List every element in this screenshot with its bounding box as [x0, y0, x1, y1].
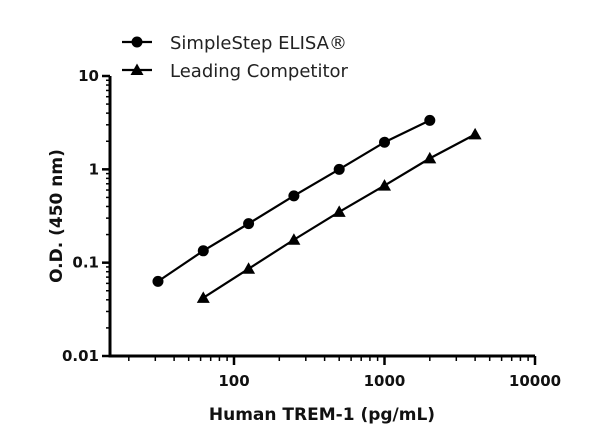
- x-axis-label: Human TREM-1 (pg/mL): [209, 405, 435, 425]
- data-point-circle: [424, 114, 436, 126]
- data-point-circle: [243, 218, 255, 230]
- legend-circle-icon: [131, 36, 143, 48]
- x-tick-label: 100: [218, 372, 249, 390]
- y-axis-label: O.D. (450 nm): [47, 149, 67, 283]
- y-tick-label: 10: [78, 67, 99, 85]
- x-tick-label: 1000: [364, 372, 406, 390]
- data-point-triangle: [377, 179, 391, 191]
- data-point-triangle: [423, 151, 437, 164]
- y-tick-label: 0.1: [72, 254, 99, 272]
- data-point-circle: [197, 245, 209, 257]
- data-point-triangle: [468, 127, 482, 140]
- x-tick-label: 10000: [509, 372, 561, 390]
- y-tick-label: 1: [89, 160, 99, 178]
- data-point-triangle: [242, 262, 256, 274]
- legend-label: SimpleStep ELISA®: [170, 33, 347, 54]
- data-point-circle: [378, 136, 390, 148]
- legend-triangle-icon: [130, 63, 144, 75]
- data-point-triangle: [287, 233, 301, 245]
- data-point-circle: [152, 275, 164, 287]
- data-point-circle: [333, 163, 345, 175]
- data-point-triangle: [196, 291, 210, 303]
- y-tick-label: 0.01: [62, 347, 99, 365]
- data-point-circle: [288, 190, 300, 202]
- legend-label: Leading Competitor: [170, 61, 349, 82]
- data-point-triangle: [332, 205, 346, 217]
